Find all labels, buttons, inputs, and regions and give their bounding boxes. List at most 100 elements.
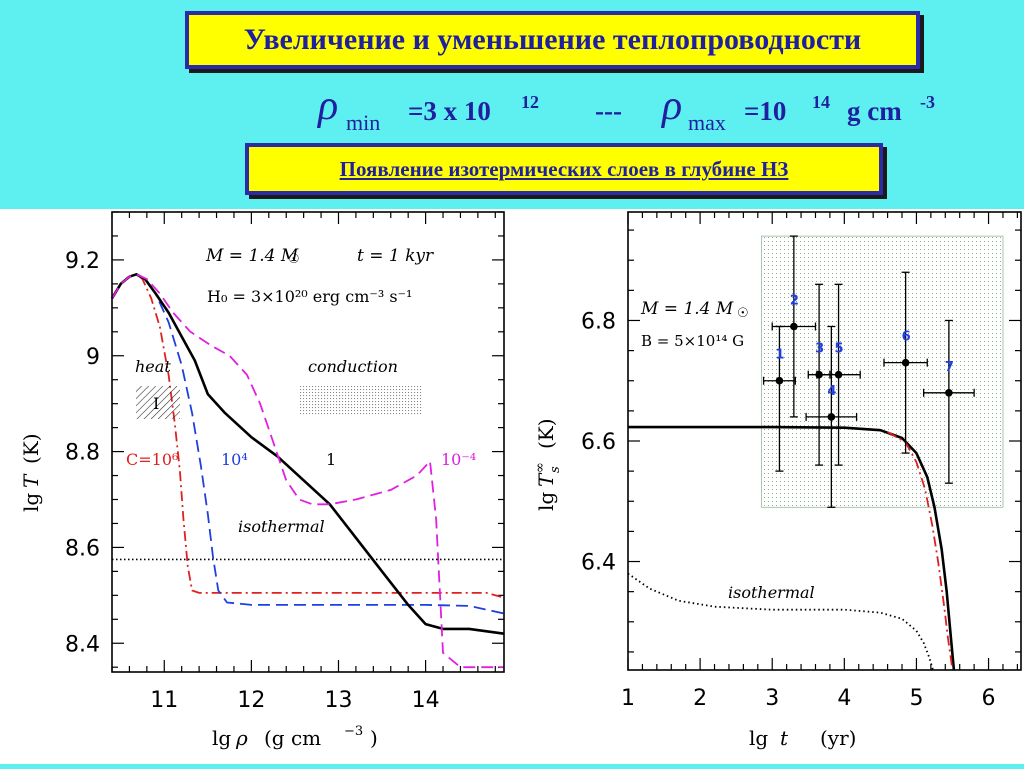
obs-label: 3 — [815, 342, 824, 357]
left-xlabel-unit: (g cm — [264, 726, 321, 750]
rho-min-subscript: min — [346, 110, 381, 135]
left-xlabel-close: ) — [370, 726, 378, 750]
right-series-line — [887, 431, 954, 671]
obs-label: 6 — [902, 330, 911, 345]
rho-max-exponent: 14 — [812, 92, 830, 112]
right-xlabel-var: t — [780, 726, 789, 750]
left-ytick-label: 9.2 — [65, 249, 100, 274]
left-xlabel-var: ρ — [235, 726, 248, 750]
left-xtick-label: 14 — [412, 688, 440, 713]
obs-point — [834, 370, 843, 379]
right-ytick-label: 6.4 — [581, 551, 616, 576]
formula-separator: --- — [595, 96, 622, 126]
left-tick-labels: 11 12 13 14 8.4 8.6 8.8 9 9.2 — [65, 249, 440, 713]
left-ylabel-prefix: lg — [19, 493, 43, 512]
right-param-field: B = 5×10¹⁴ G — [641, 332, 744, 350]
label-1em4: 10⁻⁴ — [441, 450, 476, 469]
left-xlabel-prefix: lg — [212, 726, 231, 750]
rho-max-value: =10 — [744, 96, 787, 126]
left-chart: 11 12 13 14 8.4 8.6 8.8 9 9.2 M = 1.4 M ☉ t = 1 … — [19, 211, 505, 750]
left-param-time: t = 1 kyr — [357, 246, 434, 266]
left-ytick-label: 8.4 — [65, 632, 100, 657]
right-observations: 1 2 3 4 5 6 7 — [762, 235, 975, 508]
right-tick-labels: 1 2 3 4 5 6 6.4 6.6 6.8 — [581, 309, 996, 711]
rho-max-subscript: max — [688, 110, 726, 135]
right-ylabel-sup: ∞ — [533, 462, 548, 473]
right-xtick-label: 1 — [621, 686, 635, 711]
right-plot-frame — [627, 211, 1022, 671]
left-axis-ticks — [111, 211, 504, 672]
right-xlabel-unit: (yr) — [820, 726, 856, 750]
bottom-strip — [0, 764, 1024, 768]
obs-point — [901, 358, 910, 367]
obs-point — [827, 413, 836, 421]
conduction-label: conduction — [308, 357, 398, 376]
left-series-line — [111, 273, 504, 669]
left-series-line — [111, 273, 505, 615]
right-chart: 1 2 3 4 5 6 7 1 2 3 4 5 6 6.4 6.6 6.8 M = 1.4 M ☉ B = … — [533, 211, 1022, 750]
obs-point — [945, 388, 953, 397]
right-solar-symbol: ☉ — [737, 306, 749, 321]
conduction-region — [299, 386, 423, 416]
right-xtick-label: 2 — [693, 686, 707, 711]
obs-point — [775, 376, 784, 385]
obs-label: 5 — [835, 342, 844, 357]
right-xlabel-prefix: lg — [749, 726, 768, 750]
label-1: 1 — [326, 450, 336, 469]
rho-max-symbol: ρ — [662, 83, 683, 129]
left-ylabel: lg T (K) — [19, 433, 43, 512]
heat-label: heat — [135, 357, 171, 376]
right-series-lines — [627, 425, 956, 671]
density-unit-exponent: -3 — [920, 92, 935, 112]
rho-min-exponent: 12 — [521, 92, 539, 112]
left-series-line — [111, 273, 505, 599]
left-ytick-label: 8.8 — [65, 441, 100, 466]
plots-panel: 11 12 13 14 8.4 8.6 8.8 9 9.2 M = 1.4 M ☉ t = 1 … — [0, 209, 1024, 764]
observation-region — [761, 235, 1004, 508]
left-ylabel-unit: (K) — [19, 433, 43, 464]
left-xtick-label: 12 — [237, 688, 265, 713]
left-isothermal-label: isothermal — [238, 517, 325, 536]
heat-region — [136, 386, 180, 419]
obs-label: 7 — [945, 360, 954, 375]
plots-svg: 11 12 13 148.48.68.899.2 M = 1.4 M ☉ t = 1 … — [19, 211, 1022, 750]
left-ytick-label: 9 — [86, 345, 100, 370]
left-param-heating: H₀ = 3×10²⁰ erg cm⁻³ s⁻¹ — [207, 287, 412, 306]
left-param-mass: M = 1.4 M — [205, 246, 299, 266]
obs-label: 2 — [790, 294, 799, 309]
right-ylabel-prefix: lg — [534, 492, 558, 511]
right-xtick-label: 5 — [909, 686, 923, 711]
title-box: Увеличение и уменьшение теплопроводности — [185, 11, 920, 69]
density-unit: g cm — [847, 96, 902, 126]
rho-min-value: =3 x 10 — [408, 96, 491, 126]
right-ylabel-sub: s — [548, 466, 563, 473]
rho-min-symbol: ρ — [318, 83, 339, 129]
right-ytick-label: 6.8 — [581, 309, 616, 334]
slide-subtitle: Появление изотермических слоев в глубине… — [339, 156, 789, 181]
left-xlabel-exp: −3 — [344, 724, 363, 739]
obs-label: 1 — [775, 348, 784, 363]
density-formula: ρ min =3 x 10 12 --- ρ max =10 14 g cm -… — [0, 83, 1024, 138]
left-ylabel-var: T — [19, 473, 43, 488]
slide-title: Увеличение и уменьшение теплопроводности — [243, 23, 862, 56]
obs-label: 4 — [827, 384, 836, 399]
right-ytick-label: 6.6 — [581, 430, 616, 455]
left-xtick-label: 11 — [150, 688, 178, 713]
left-plot-frame — [111, 211, 505, 673]
label-1e4: 10⁴ — [221, 450, 248, 469]
right-xtick-label: 4 — [837, 686, 851, 711]
right-param-mass: M = 1.4 M — [640, 299, 734, 319]
right-xtick-label: 6 — [982, 686, 996, 711]
right-xtick-label: 3 — [765, 686, 779, 711]
left-series-lines — [110, 273, 505, 669]
right-ylabel: lg T ∞ s (K) — [533, 418, 563, 511]
right-ylabel-unit: (K) — [534, 418, 558, 449]
left-solar-symbol: ☉ — [288, 252, 300, 267]
right-isothermal-label: isothermal — [728, 583, 815, 602]
obs-point — [790, 322, 798, 331]
label-c-1e6: C=10⁶ — [126, 450, 178, 469]
left-ytick-label: 8.6 — [65, 536, 100, 561]
right-axis-ticks — [627, 212, 1021, 670]
subtitle-box: Появление изотермических слоев в глубине… — [245, 143, 883, 195]
heat-roman-label: I — [153, 394, 159, 413]
